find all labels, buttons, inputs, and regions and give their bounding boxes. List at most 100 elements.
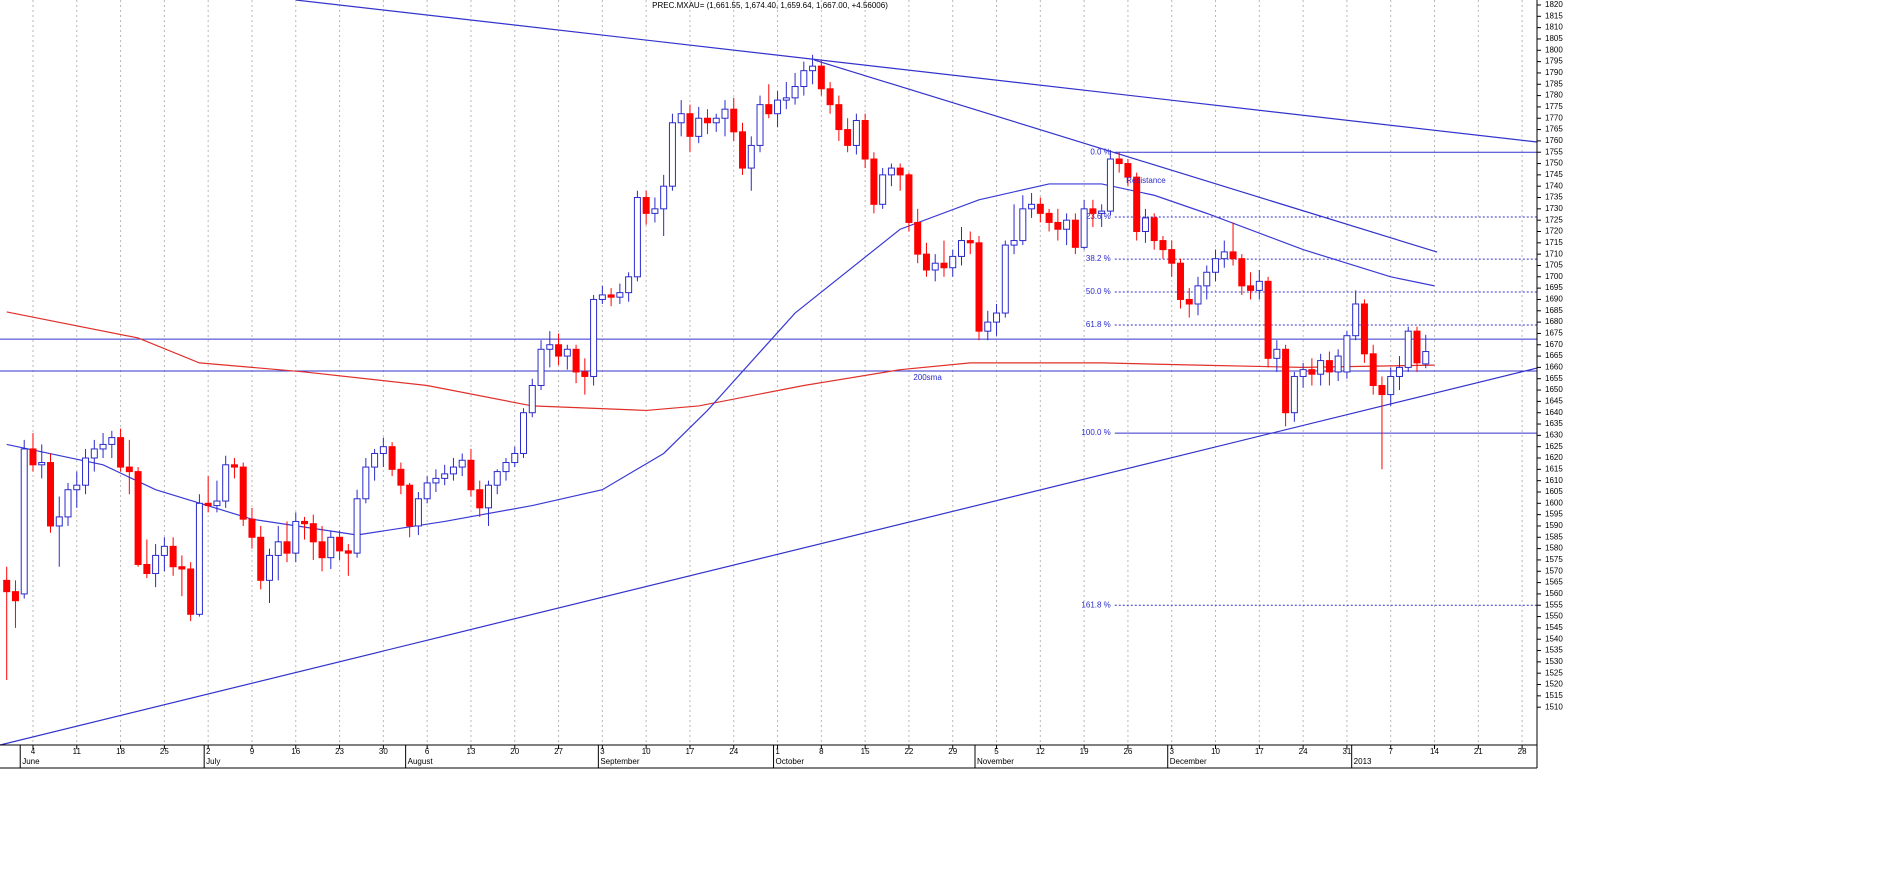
candle-body bbox=[11, 591, 19, 602]
candle-body bbox=[1203, 271, 1211, 287]
candle-body bbox=[931, 262, 939, 271]
candle-body bbox=[195, 502, 203, 615]
candle-body bbox=[625, 276, 633, 294]
y-tick-label: 1800 bbox=[1545, 45, 1563, 54]
x-tick-label: 9 bbox=[250, 747, 255, 756]
candle-body bbox=[1290, 375, 1298, 414]
x-tick-label: 2 bbox=[206, 747, 211, 756]
candle-body bbox=[82, 457, 90, 486]
candle-body bbox=[327, 536, 335, 559]
x-tick-label: 15 bbox=[861, 747, 870, 756]
x-tick-label: 10 bbox=[1211, 747, 1220, 756]
candle-body bbox=[668, 122, 676, 187]
candle-body bbox=[213, 500, 221, 507]
candle-body bbox=[458, 459, 466, 468]
candle-body bbox=[46, 462, 54, 527]
y-tick-label: 1670 bbox=[1545, 340, 1563, 349]
candle-body bbox=[546, 344, 554, 350]
candle-body bbox=[1080, 208, 1088, 248]
candle-body bbox=[581, 371, 589, 377]
candle-body bbox=[125, 466, 133, 473]
candle-body bbox=[134, 471, 142, 565]
y-tick-label: 1555 bbox=[1545, 600, 1563, 609]
x-tick-label: 29 bbox=[948, 747, 957, 756]
y-tick-label: 1570 bbox=[1545, 566, 1563, 575]
x-tick-label: 3 bbox=[1169, 747, 1174, 756]
candle-body bbox=[90, 448, 98, 459]
y-tick-label: 1545 bbox=[1545, 623, 1563, 632]
candle-body bbox=[730, 108, 738, 133]
candle-body bbox=[423, 482, 431, 500]
annotation: Resistance bbox=[1126, 176, 1166, 185]
candle-body bbox=[642, 197, 650, 214]
y-tick-label: 1755 bbox=[1545, 147, 1563, 156]
y-tick-label: 1685 bbox=[1545, 306, 1563, 315]
candle-body bbox=[152, 554, 160, 575]
x-tick-label: 30 bbox=[379, 747, 388, 756]
candle-body bbox=[879, 174, 887, 205]
y-tick-label: 1565 bbox=[1545, 578, 1563, 587]
x-tick-label: 14 bbox=[1430, 747, 1439, 756]
y-tick-label: 1740 bbox=[1545, 181, 1563, 190]
candle-body bbox=[1395, 366, 1403, 377]
trendline bbox=[814, 59, 1438, 253]
y-tick-label: 1615 bbox=[1545, 464, 1563, 473]
y-tick-label: 1690 bbox=[1545, 295, 1563, 304]
candle-body bbox=[3, 579, 11, 593]
y-tick-label: 1810 bbox=[1545, 23, 1563, 32]
x-tick-label: 22 bbox=[904, 747, 913, 756]
candle-body bbox=[1133, 176, 1141, 232]
fib-label: 161.8 % bbox=[1081, 600, 1110, 609]
y-tick-label: 1535 bbox=[1545, 646, 1563, 655]
y-tick-label: 1520 bbox=[1545, 680, 1563, 689]
y-tick-label: 1590 bbox=[1545, 521, 1563, 530]
month-label: November bbox=[977, 757, 1014, 766]
candle-body bbox=[1238, 258, 1246, 287]
candle-body bbox=[590, 298, 598, 377]
y-tick-label: 1715 bbox=[1545, 238, 1563, 247]
y-tick-label: 1750 bbox=[1545, 159, 1563, 168]
y-tick-label: 1780 bbox=[1545, 91, 1563, 100]
trendline bbox=[295, 0, 1538, 143]
candle-body bbox=[397, 468, 405, 486]
candle-body bbox=[353, 498, 361, 554]
fib-label: 100.0 % bbox=[1081, 428, 1110, 437]
candle-body bbox=[949, 255, 957, 269]
candle-body bbox=[1413, 330, 1421, 364]
candle-body bbox=[1185, 298, 1193, 305]
y-tick-label: 1820 bbox=[1545, 0, 1563, 9]
candle-body bbox=[616, 292, 624, 298]
candle-body bbox=[160, 545, 168, 556]
candle-body bbox=[703, 117, 711, 124]
candle-body bbox=[1334, 355, 1342, 373]
candle-body bbox=[1159, 240, 1167, 251]
y-tick-label: 1745 bbox=[1545, 170, 1563, 179]
candle-body bbox=[1325, 360, 1333, 373]
x-tick-label: 31 bbox=[1342, 747, 1351, 756]
candle-body bbox=[178, 566, 186, 570]
x-tick-label: 25 bbox=[160, 747, 169, 756]
candle-body bbox=[528, 385, 536, 414]
x-tick-label: 10 bbox=[642, 747, 651, 756]
candle-body bbox=[1019, 208, 1027, 242]
y-tick-label: 1550 bbox=[1545, 612, 1563, 621]
candle-body bbox=[20, 448, 28, 595]
candle-body bbox=[55, 516, 63, 527]
candle-body bbox=[1098, 210, 1106, 214]
candle-body bbox=[1247, 285, 1255, 291]
y-tick-label: 1795 bbox=[1545, 57, 1563, 66]
candle-body bbox=[292, 520, 300, 554]
candle-body bbox=[484, 484, 492, 509]
candle-body bbox=[677, 113, 685, 124]
y-tick-label: 1645 bbox=[1545, 396, 1563, 405]
candle-body bbox=[607, 294, 615, 298]
x-tick-label: 17 bbox=[1255, 747, 1264, 756]
candle-body bbox=[441, 473, 449, 479]
candle-body bbox=[1299, 369, 1307, 377]
candle-body bbox=[204, 502, 212, 507]
x-tick-label: 1 bbox=[775, 747, 780, 756]
candle-body bbox=[712, 117, 720, 124]
marks: 0.0 % 23.6 % 38.2 % 50.0 % 61.8 % 100.0 % 161.… bbox=[0, 0, 1538, 746]
candle-body bbox=[1308, 369, 1316, 375]
